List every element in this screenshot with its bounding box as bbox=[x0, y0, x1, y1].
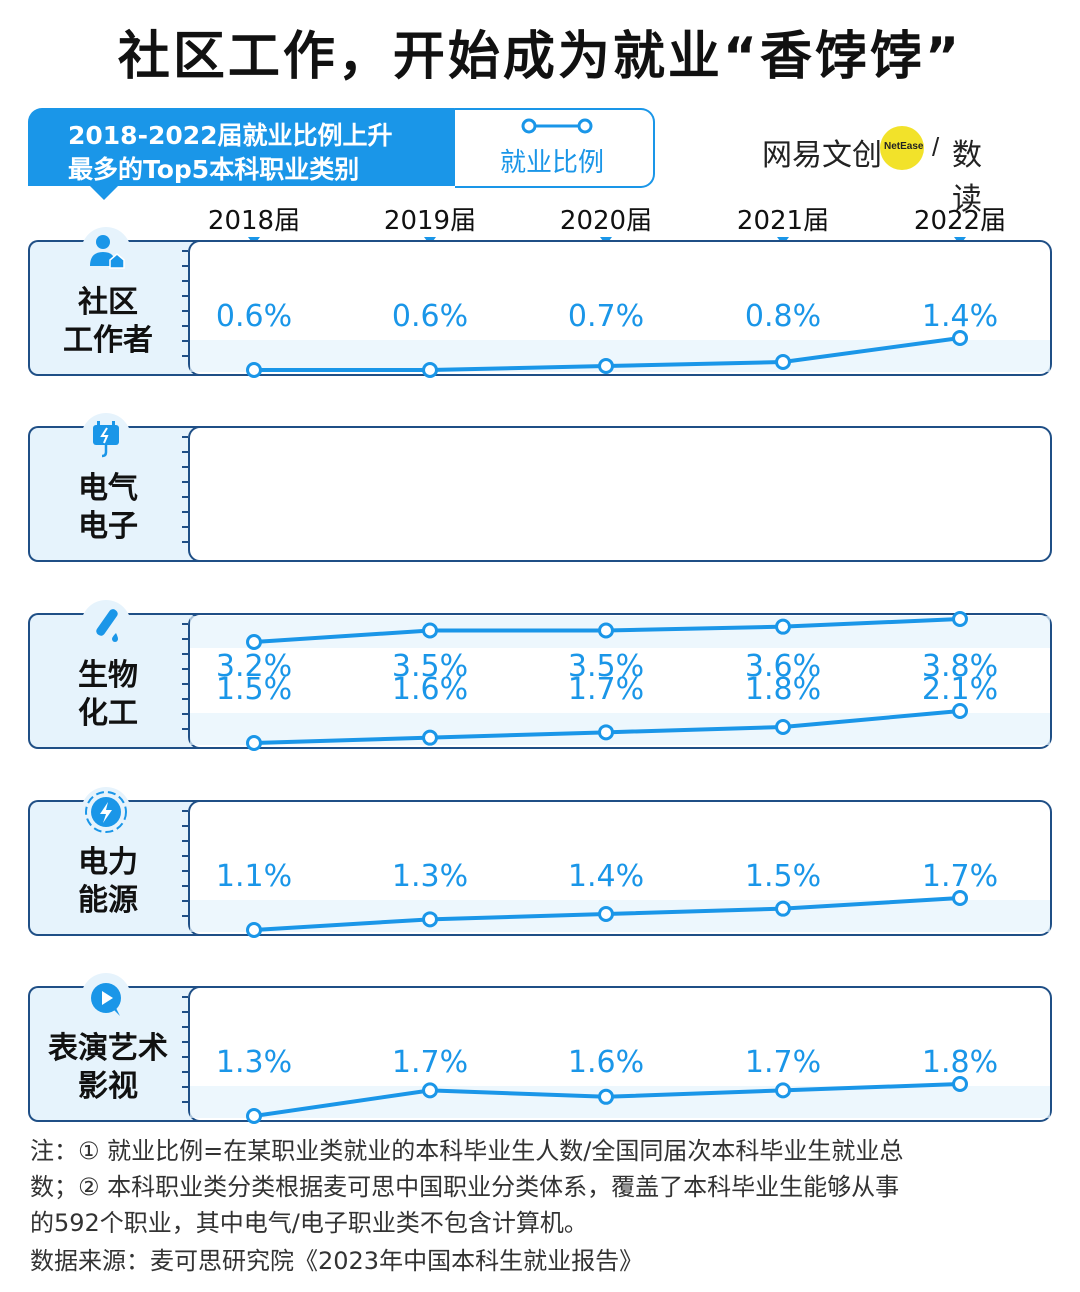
play-icon bbox=[81, 973, 131, 1023]
plot-area bbox=[188, 240, 1052, 376]
plot-area bbox=[188, 426, 1052, 562]
category-name: 生物 bbox=[78, 658, 138, 693]
panel-2: 电气 电子 bbox=[28, 413, 1052, 562]
panel-5: 表演艺术 影视 bbox=[28, 973, 1052, 1122]
x-tick-label: 2021届 bbox=[736, 206, 830, 236]
category-name: 电气 bbox=[78, 471, 138, 506]
brand-badge: NetEase bbox=[884, 141, 924, 152]
category-name: 电力 bbox=[78, 845, 138, 880]
x-tick-label: 2019届 bbox=[383, 206, 477, 236]
legend-line-icon bbox=[521, 118, 593, 134]
category-name: 工作者 bbox=[63, 323, 153, 358]
note-line-1: 注：① 就业比例=在某职业类就业的本科毕业生人数/全国同届次本科毕业生就业总 bbox=[30, 1137, 904, 1165]
category-name: 表演艺术 bbox=[48, 1031, 168, 1066]
brand-name: 网易文创 bbox=[762, 138, 882, 173]
brand-sub: 数读 bbox=[952, 138, 982, 217]
data-source: 数据来源：麦可思研究院《2023年中国本科生就业报告》 bbox=[30, 1247, 644, 1275]
person-house-icon bbox=[81, 227, 131, 277]
axis-ticks bbox=[182, 436, 188, 548]
plot-area bbox=[188, 800, 1052, 936]
axis-ticks bbox=[182, 250, 188, 362]
brand-slash: / bbox=[932, 132, 940, 162]
panel-3: 生物 化工 bbox=[28, 600, 1052, 749]
axis-ticks bbox=[182, 810, 188, 922]
axis-ticks bbox=[182, 996, 188, 1108]
legend-label: 就业比例 bbox=[500, 148, 605, 178]
legend-box bbox=[455, 108, 655, 188]
x-tick-label: 2020届 bbox=[559, 206, 653, 236]
note-line-3: 的592个职业，其中电气/电子职业类不包含计算机。 bbox=[30, 1209, 588, 1237]
x-tick-label: 2022届 bbox=[913, 206, 1007, 236]
x-tick-label: 2018届 bbox=[207, 206, 301, 236]
electric-plug-icon bbox=[81, 413, 131, 463]
subtitle-line-1: 2018-2022届就业比例上升 bbox=[68, 121, 393, 150]
page-title: 社区工作，开始成为就业“香饽饽” bbox=[117, 27, 963, 87]
category-name: 电子 bbox=[78, 509, 138, 544]
category-name: 能源 bbox=[78, 883, 138, 918]
note-line-2: 数；② 本科职业类分类根据麦可思中国职业分类体系，覆盖了本科毕业生能够从事 bbox=[30, 1173, 900, 1201]
test-tube-icon bbox=[81, 600, 131, 650]
brand-dot bbox=[880, 126, 924, 170]
lightning-icon bbox=[81, 787, 131, 837]
subtitle-box: 2018-2022届就业比例上升 最多的Top5本科职业类别 bbox=[28, 108, 468, 186]
plot-area bbox=[188, 986, 1052, 1122]
category-name: 影视 bbox=[78, 1069, 138, 1104]
panel-4: 电力 能源 bbox=[28, 787, 1052, 936]
panel-1: 社区 工作者 bbox=[28, 227, 1052, 376]
axis-ticks bbox=[182, 623, 188, 735]
category-name: 化工 bbox=[78, 696, 138, 731]
plot-area bbox=[188, 613, 1052, 749]
subtitle-pointer bbox=[90, 186, 118, 200]
category-name: 社区 bbox=[78, 285, 138, 320]
subtitle-line-2: 最多的Top5本科职业类别 bbox=[68, 155, 360, 184]
